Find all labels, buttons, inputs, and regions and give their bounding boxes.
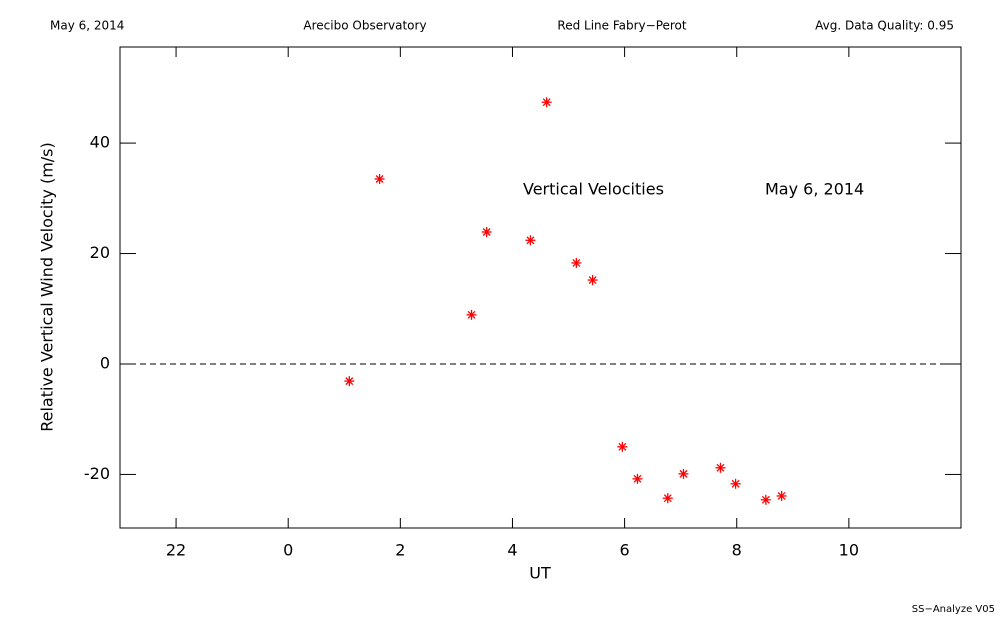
point-stroke — [588, 276, 597, 285]
y-tick-label: 20 — [90, 243, 110, 262]
point — [632, 473, 643, 484]
point — [587, 275, 598, 286]
point — [525, 235, 536, 246]
point — [481, 227, 492, 237]
point — [715, 462, 726, 473]
point-stroke — [633, 474, 642, 483]
y-tick-label: 40 — [90, 133, 110, 152]
point-stroke — [777, 492, 786, 500]
y-tick-label: -20 — [84, 464, 110, 483]
x-tick-label: 6 — [620, 541, 630, 560]
point — [344, 376, 355, 387]
point-stroke — [761, 495, 770, 504]
annotation: May 6, 2014 — [765, 180, 864, 199]
x-tick-label: 0 — [283, 541, 293, 560]
point-stroke — [375, 175, 384, 183]
point — [571, 257, 582, 268]
point-stroke — [618, 442, 627, 451]
y-axis-label: Relative Vertical Wind Velocity (m/s) — [38, 142, 57, 432]
point-stroke — [716, 463, 725, 472]
x-tick-label: 10 — [839, 541, 859, 560]
point-stroke — [679, 469, 688, 478]
x-tick-label: 2 — [395, 541, 405, 560]
annotation: Vertical Velocities — [523, 180, 664, 199]
point-stroke — [345, 377, 354, 386]
point-stroke — [526, 236, 535, 245]
point — [776, 490, 787, 501]
header-site: Arecibo Observatory — [303, 19, 426, 33]
point — [678, 468, 689, 479]
header-quality: Avg. Data Quality: 0.95 — [815, 19, 954, 33]
point-stroke — [572, 258, 581, 267]
point — [374, 173, 385, 184]
x-tick-label: 4 — [507, 541, 517, 560]
header-date: May 6, 2014 — [50, 19, 124, 33]
point — [760, 494, 771, 505]
x-tick-label: 22 — [166, 541, 186, 560]
point — [617, 441, 628, 452]
footer: SS−Analyze V05 — [912, 604, 995, 615]
x-axis-label: UT — [529, 564, 551, 583]
point-stroke — [731, 479, 740, 488]
header-instrument: Red Line Fabry−Perot — [557, 19, 687, 33]
point — [730, 478, 741, 489]
point-stroke — [663, 494, 672, 503]
point — [541, 97, 552, 108]
point-stroke — [542, 98, 551, 107]
x-tick-label: 8 — [732, 541, 742, 560]
y-tick-label: 0 — [100, 353, 110, 372]
plot-frame — [119, 46, 962, 529]
point-stroke — [467, 310, 476, 319]
point — [466, 309, 477, 320]
point-stroke — [482, 228, 491, 236]
point — [662, 493, 673, 504]
